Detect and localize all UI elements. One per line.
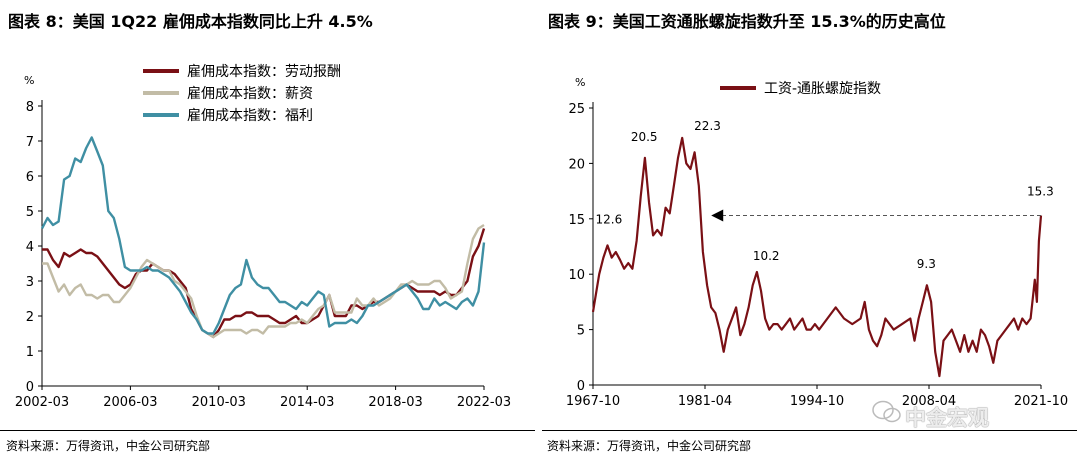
y-tick-label: 25 [568,102,585,117]
chart-right-svg: % 0 5 10 15 20 25 1967-10 1981-04 1994-10 2008-04 2… [566,76,1068,409]
y-tick-label: 0 [26,380,34,395]
legend-label: 雇佣成本指数：薪资 [187,85,313,102]
x-tick-label: 1981-04 [678,394,732,409]
data-label: 20.5 [631,130,658,144]
data-label: 15.3 [1027,184,1054,198]
x-tick-label: 2006-03 [103,395,157,410]
arrow-head-icon [711,209,724,222]
x-tick-label: 2021-10 [1014,394,1068,409]
y-tick-label: 10 [568,268,585,283]
series-line-2 [42,223,485,339]
divider [0,430,535,431]
legend-label: 雇佣成本指数：福利 [187,107,313,124]
y-tick-label: 15 [568,213,585,228]
y-tick-label: 2 [26,310,34,325]
y-tick-label: 8 [26,100,34,115]
data-label: 12.6 [596,212,623,226]
y-tick-label: 5 [577,324,585,339]
y-tick-label: 4 [26,240,34,255]
source-note: 资料来源：万得资讯，中金公司研究部 [547,439,752,453]
y-tick-label: 1 [26,345,34,360]
data-label: 10.2 [753,249,780,263]
y-axis-unit: % [575,76,585,89]
x-tick-label: 1967-10 [566,394,620,409]
panel-left-chart: 图表 8：美国 1Q22 雇佣成本指数同比上升 4.5% % 0 1 2 3 4 5 6 7 8 2… [0,12,535,453]
y-tick-label: 0 [577,379,585,394]
chart-title: 图表 8：美国 1Q22 雇佣成本指数同比上升 4.5% [8,12,373,31]
x-tick-label: 2014-03 [280,395,334,410]
series-line-1 [591,136,1043,378]
y-axis-unit: % [24,74,34,87]
panel-right-chart: 图表 9：美国工资通胀螺旋指数升至 15.3%的历史高位 % 0 5 10 15 20 25… [540,0,1080,465]
y-tick-label: 7 [26,135,34,150]
x-tick-label: 1994-10 [790,394,844,409]
source-note: 资料来源：万得资讯，中金公司研究部 [6,439,211,453]
chart-title: 图表 9：美国工资通胀螺旋指数升至 15.3%的历史高位 [548,12,946,31]
x-tick-label: 2008-04 [902,394,956,409]
data-label: 9.3 [917,257,936,271]
y-tick-label: 20 [568,157,585,172]
legend-label: 工资-通胀螺旋指数 [764,81,881,97]
chart-left-svg: % 0 1 2 3 4 5 6 7 8 2002-03 2006-03 2010-03 2014-03 20… [15,63,511,410]
series-line-3 [40,136,486,335]
watermark: 中金宏观 [905,406,989,430]
y-tick-label: 6 [26,170,34,185]
x-tick-label: 2010-03 [192,395,246,410]
series-line-1 [42,228,486,339]
x-tick-label: 2002-03 [15,395,69,410]
y-tick-label: 3 [26,275,34,290]
x-tick-label: 2018-03 [368,395,422,410]
x-tick-label: 2022-03 [457,395,511,410]
data-label: 22.3 [694,119,721,133]
y-tick-label: 5 [26,205,34,220]
wechat-logo-icon [872,400,901,423]
legend-label: 雇佣成本指数：劳动报酬 [187,63,341,80]
divider [542,430,1077,431]
